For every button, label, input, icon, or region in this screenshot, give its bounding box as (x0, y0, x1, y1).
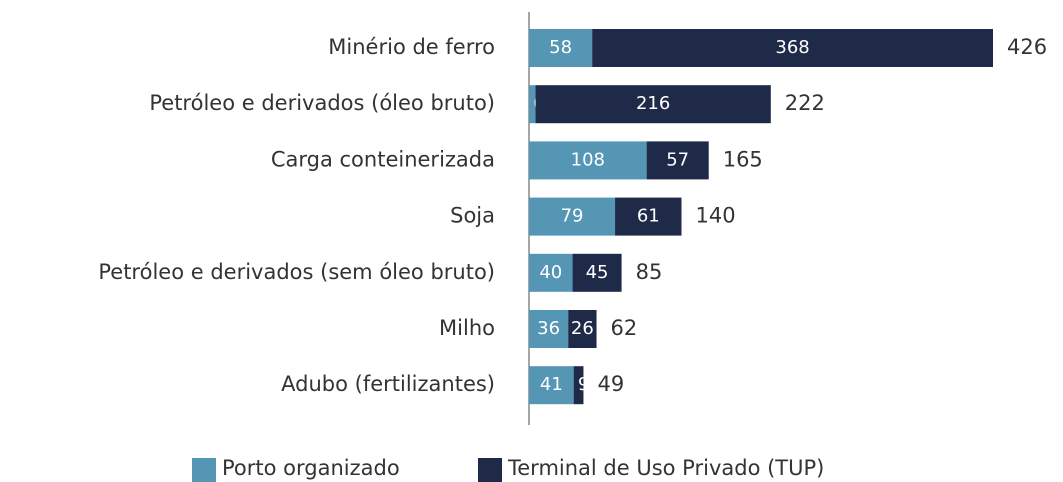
legend-label: Porto organizado (222, 456, 400, 480)
total-label: 62 (611, 316, 638, 340)
value-label: 368 (775, 37, 809, 58)
value-label: 58 (549, 37, 572, 58)
legend-swatch (192, 458, 216, 482)
total-label: 49 (597, 372, 624, 396)
legend-label: Terminal de Uso Privado (TUP) (507, 456, 824, 480)
total-label: 165 (723, 147, 763, 171)
value-label: 9 (578, 374, 589, 395)
category-label: Carga conteinerizada (271, 147, 495, 171)
bar-segment (572, 253, 622, 292)
bar-segment (529, 197, 616, 236)
value-label: 79 (561, 206, 584, 227)
category-label: Petróleo e derivados (óleo bruto) (149, 91, 495, 115)
category-label: Soja (450, 204, 495, 228)
value-label: 45 (586, 262, 609, 283)
total-label: 426 (1007, 35, 1047, 59)
bar-segment (529, 310, 569, 348)
total-label: 85 (636, 260, 663, 284)
value-label: 57 (666, 149, 689, 170)
category-label: Adubo (fertilizantes) (281, 372, 495, 396)
bar-segment (529, 253, 573, 292)
legend-swatch (478, 458, 502, 482)
bar-segment (592, 29, 993, 67)
bar-segment (529, 29, 593, 67)
bar-segment (529, 366, 574, 405)
bar-segment (615, 197, 682, 236)
value-label: 41 (540, 374, 563, 395)
total-label: 140 (695, 204, 735, 228)
bar-segment (573, 366, 584, 405)
value-label: 36 (537, 318, 560, 339)
value-label: 40 (539, 262, 562, 283)
category-label: Petróleo e derivados (sem óleo bruto) (98, 260, 495, 284)
total-label: 222 (785, 91, 825, 115)
bar-segment (568, 310, 597, 348)
value-label: 216 (636, 93, 670, 114)
category-label: Milho (439, 316, 495, 340)
bar-segment (529, 85, 536, 124)
category-label: Minério de ferro (328, 35, 495, 59)
value-label: 26 (571, 318, 594, 339)
value-label: 108 (571, 149, 605, 170)
value-label: 61 (637, 206, 660, 227)
bar-segment (646, 141, 709, 180)
bar-segment (529, 141, 647, 180)
bar-segment (535, 85, 771, 124)
